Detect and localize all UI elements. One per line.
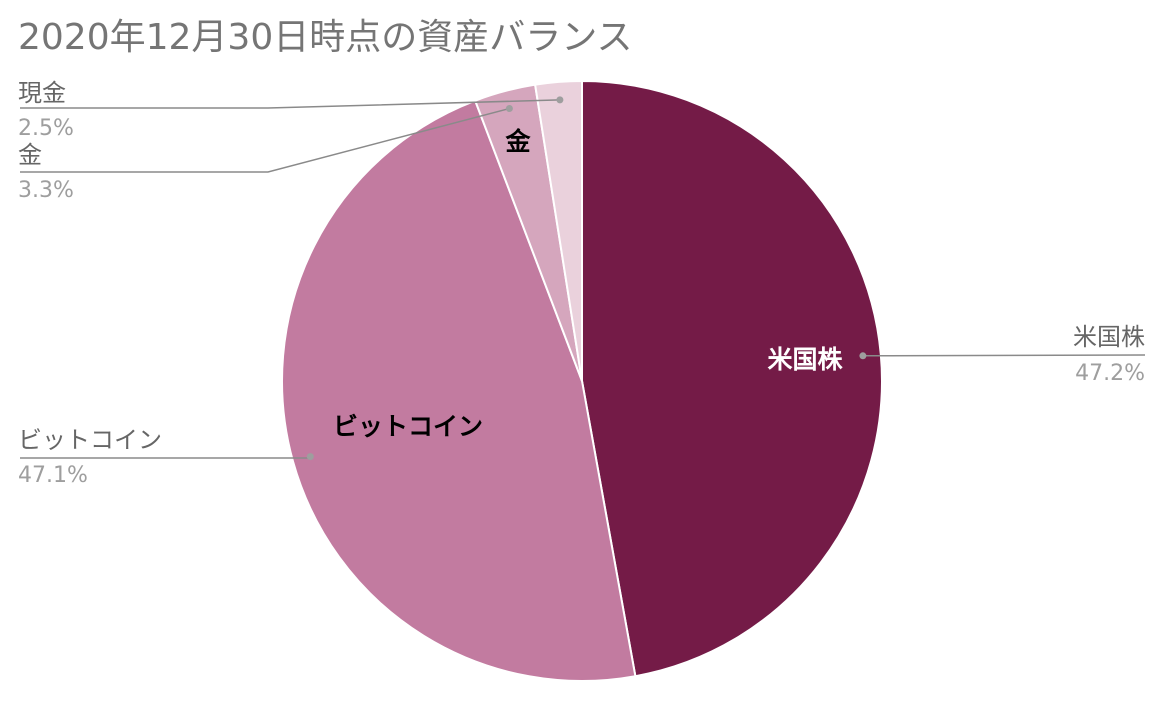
slice-percent-label: 3.3% bbox=[18, 178, 74, 203]
slice-percent-label: 2.5% bbox=[18, 116, 74, 141]
chart-title: 2020年12月30日時点の資産バランス bbox=[18, 17, 633, 58]
slice-name-label: 米国株 bbox=[1073, 323, 1145, 351]
pie-slice bbox=[281, 99, 637, 682]
leader-line bbox=[20, 107, 510, 173]
slice-name-label: 現金 bbox=[18, 79, 66, 107]
slice-inner-label: 金 bbox=[504, 127, 531, 156]
slice-percent-label: 47.1% bbox=[18, 463, 88, 488]
slice-name-label: ビットコイン bbox=[18, 426, 162, 454]
pie-slice bbox=[533, 79, 583, 382]
leader-dot bbox=[859, 352, 867, 360]
leader-dot bbox=[306, 453, 314, 461]
leader-line bbox=[20, 99, 560, 109]
leader-line bbox=[20, 456, 312, 459]
slice-inner-label: ビットコイン bbox=[333, 412, 483, 441]
leader-dot bbox=[505, 105, 513, 112]
pie-slice bbox=[581, 79, 883, 678]
leader-dot bbox=[556, 96, 564, 104]
slice-name-label: 金 bbox=[18, 141, 42, 169]
slice-percent-label: 47.2% bbox=[1075, 361, 1145, 386]
slice-inner-label: 米国株 bbox=[767, 345, 843, 374]
leader-line bbox=[862, 354, 1146, 357]
